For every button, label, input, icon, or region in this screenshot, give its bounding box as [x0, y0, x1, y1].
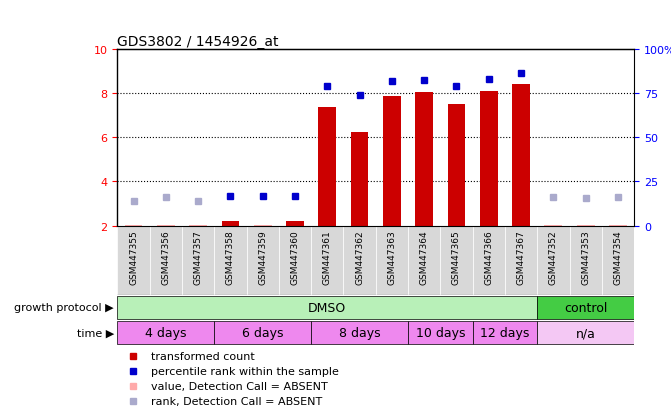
- FancyBboxPatch shape: [505, 226, 537, 295]
- Text: 6 days: 6 days: [242, 327, 283, 339]
- Bar: [286, 222, 304, 226]
- FancyBboxPatch shape: [344, 226, 376, 295]
- Text: GSM447355: GSM447355: [129, 230, 138, 284]
- Text: GSM447363: GSM447363: [387, 230, 397, 284]
- Bar: [157, 225, 174, 226]
- FancyBboxPatch shape: [537, 296, 634, 319]
- FancyBboxPatch shape: [117, 226, 150, 295]
- Text: DMSO: DMSO: [308, 301, 346, 314]
- Text: 8 days: 8 days: [339, 327, 380, 339]
- Bar: [319, 108, 336, 226]
- Bar: [254, 225, 272, 226]
- Text: GSM447353: GSM447353: [581, 230, 590, 284]
- FancyBboxPatch shape: [570, 226, 602, 295]
- Text: 12 days: 12 days: [480, 327, 529, 339]
- Text: GSM447358: GSM447358: [226, 230, 235, 284]
- Bar: [480, 92, 498, 226]
- FancyBboxPatch shape: [440, 226, 472, 295]
- FancyBboxPatch shape: [279, 226, 311, 295]
- Text: GSM447357: GSM447357: [194, 230, 203, 284]
- FancyBboxPatch shape: [602, 226, 634, 295]
- Text: GSM447366: GSM447366: [484, 230, 493, 284]
- Bar: [512, 85, 530, 226]
- Text: GSM447354: GSM447354: [613, 230, 623, 284]
- Text: 4 days: 4 days: [145, 327, 187, 339]
- FancyBboxPatch shape: [117, 322, 214, 344]
- Text: rank, Detection Call = ABSENT: rank, Detection Call = ABSENT: [151, 396, 322, 406]
- FancyBboxPatch shape: [408, 322, 472, 344]
- Bar: [125, 225, 142, 226]
- FancyBboxPatch shape: [537, 322, 634, 344]
- Text: GSM447367: GSM447367: [517, 230, 525, 284]
- FancyBboxPatch shape: [214, 322, 311, 344]
- Text: GDS3802 / 1454926_at: GDS3802 / 1454926_at: [117, 35, 279, 49]
- FancyBboxPatch shape: [311, 322, 408, 344]
- Text: control: control: [564, 301, 607, 314]
- FancyBboxPatch shape: [182, 226, 214, 295]
- FancyBboxPatch shape: [214, 226, 247, 295]
- Bar: [351, 132, 368, 226]
- Text: time ▶: time ▶: [76, 328, 114, 338]
- Text: transformed count: transformed count: [151, 351, 255, 361]
- FancyBboxPatch shape: [537, 226, 570, 295]
- Text: GSM447356: GSM447356: [161, 230, 170, 284]
- Bar: [415, 93, 433, 226]
- FancyBboxPatch shape: [472, 226, 505, 295]
- Text: n/a: n/a: [576, 327, 596, 339]
- Text: 10 days: 10 days: [415, 327, 465, 339]
- Text: GSM447360: GSM447360: [291, 230, 299, 284]
- Text: value, Detection Call = ABSENT: value, Detection Call = ABSENT: [151, 381, 327, 391]
- Text: GSM447362: GSM447362: [355, 230, 364, 284]
- FancyBboxPatch shape: [117, 296, 537, 319]
- Text: GSM447359: GSM447359: [258, 230, 267, 284]
- Bar: [448, 105, 466, 226]
- Text: growth protocol ▶: growth protocol ▶: [15, 303, 114, 313]
- FancyBboxPatch shape: [472, 322, 537, 344]
- Text: GSM447364: GSM447364: [419, 230, 429, 284]
- Text: GSM447352: GSM447352: [549, 230, 558, 284]
- Text: GSM447361: GSM447361: [323, 230, 332, 284]
- Bar: [383, 97, 401, 226]
- Text: GSM447365: GSM447365: [452, 230, 461, 284]
- Bar: [189, 225, 207, 226]
- FancyBboxPatch shape: [247, 226, 279, 295]
- Bar: [544, 225, 562, 226]
- Bar: [609, 225, 627, 226]
- FancyBboxPatch shape: [150, 226, 182, 295]
- FancyBboxPatch shape: [311, 226, 344, 295]
- Bar: [221, 222, 240, 226]
- Bar: [577, 225, 595, 226]
- FancyBboxPatch shape: [376, 226, 408, 295]
- Text: percentile rank within the sample: percentile rank within the sample: [151, 366, 339, 376]
- FancyBboxPatch shape: [408, 226, 440, 295]
